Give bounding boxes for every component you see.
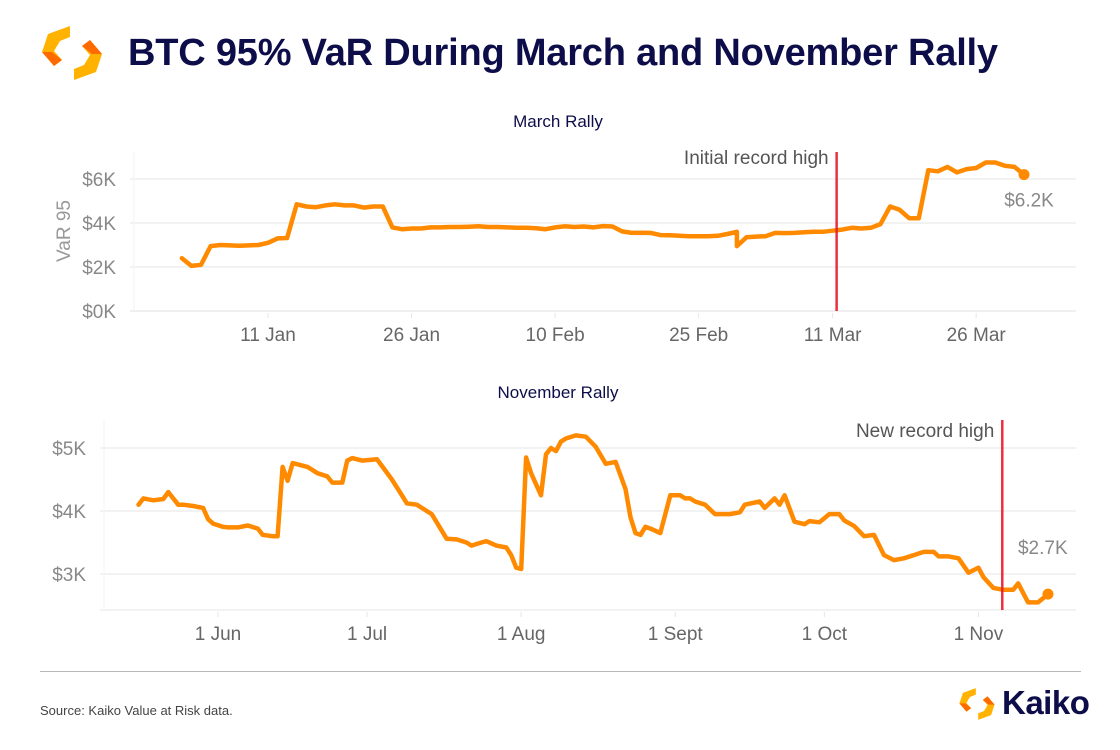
y-tick-label: $4K [82, 214, 116, 235]
x-axis: 11 Jan 26 Jan 10 Feb 25 Feb 11 Mar 26 Mar [240, 313, 1006, 346]
x-tick-label: 1 Jun [195, 624, 241, 645]
brand-mark: Kaiko [958, 684, 1108, 724]
end-point-marker [1018, 169, 1030, 181]
y-tick-label: $5K [52, 439, 86, 460]
var-series-line [179, 160, 1027, 269]
x-tick-label: 26 Jan [383, 325, 440, 346]
x-tick-label: 1 Aug [497, 624, 546, 645]
x-tick-label: 25 Feb [669, 325, 728, 346]
kaiko-logo-icon [959, 688, 995, 720]
end-value-label: $2.7K [1018, 538, 1068, 559]
source-note: Source: Kaiko Value at Risk data. [40, 703, 233, 718]
y-tick-label: $3K [52, 565, 86, 586]
march-rally-chart: March Rally $0K $2K $4K $6K VaR 95 11 Jan 26 J… [0, 100, 1120, 355]
march-rally-plot: $0K $2K $4K $6K VaR 95 11 Jan 26 Jan 10 Feb 25 F… [54, 148, 1076, 346]
record-high-label: New record high [856, 421, 994, 442]
y-tick-label: $6K [82, 170, 116, 191]
november-rally-plot: $3K $4K $5K 1 Jun 1 Jul 1 Aug 1 Sept 1 Oct 1 Nov… [52, 420, 1076, 645]
kaiko-logo-icon [42, 26, 102, 80]
end-value-label: $6.2K [1004, 191, 1054, 212]
x-tick-label: 1 Nov [954, 624, 1004, 645]
footer-divider [40, 671, 1081, 672]
x-tick-label: 11 Mar [804, 325, 862, 346]
header: BTC 95% VaR During March and November Ra… [0, 0, 1120, 100]
page-title: BTC 95% VaR During March and November Ra… [128, 32, 998, 74]
y-tick-label: $0K [82, 302, 116, 323]
y-axis: $3K $4K $5K [52, 439, 1076, 586]
var-series-line [136, 433, 1051, 605]
y-tick-label: $4K [52, 502, 86, 523]
x-tick-label: 10 Feb [526, 325, 585, 346]
y-axis-title: VaR 95 [54, 200, 75, 262]
x-tick-label: 11 Jan [240, 325, 296, 346]
x-tick-label: 26 Mar [947, 325, 1007, 346]
record-high-label: Initial record high [684, 148, 829, 169]
end-point-marker [1042, 588, 1054, 600]
november-rally-chart: November Rally $3K $4K $5K 1 Jun 1 Jul 1 Aug 1… [0, 375, 1120, 660]
x-axis: 1 Jun 1 Jul 1 Aug 1 Sept 1 Oct 1 Nov [195, 612, 1004, 645]
chart-title: March Rally [513, 112, 603, 131]
x-tick-label: 1 Oct [802, 624, 848, 645]
brand-name: Kaiko [1002, 684, 1090, 721]
chart-title: November Rally [497, 383, 619, 402]
x-tick-label: 1 Jul [347, 624, 387, 645]
x-tick-label: 1 Sept [648, 624, 704, 645]
y-tick-label: $2K [82, 258, 116, 279]
